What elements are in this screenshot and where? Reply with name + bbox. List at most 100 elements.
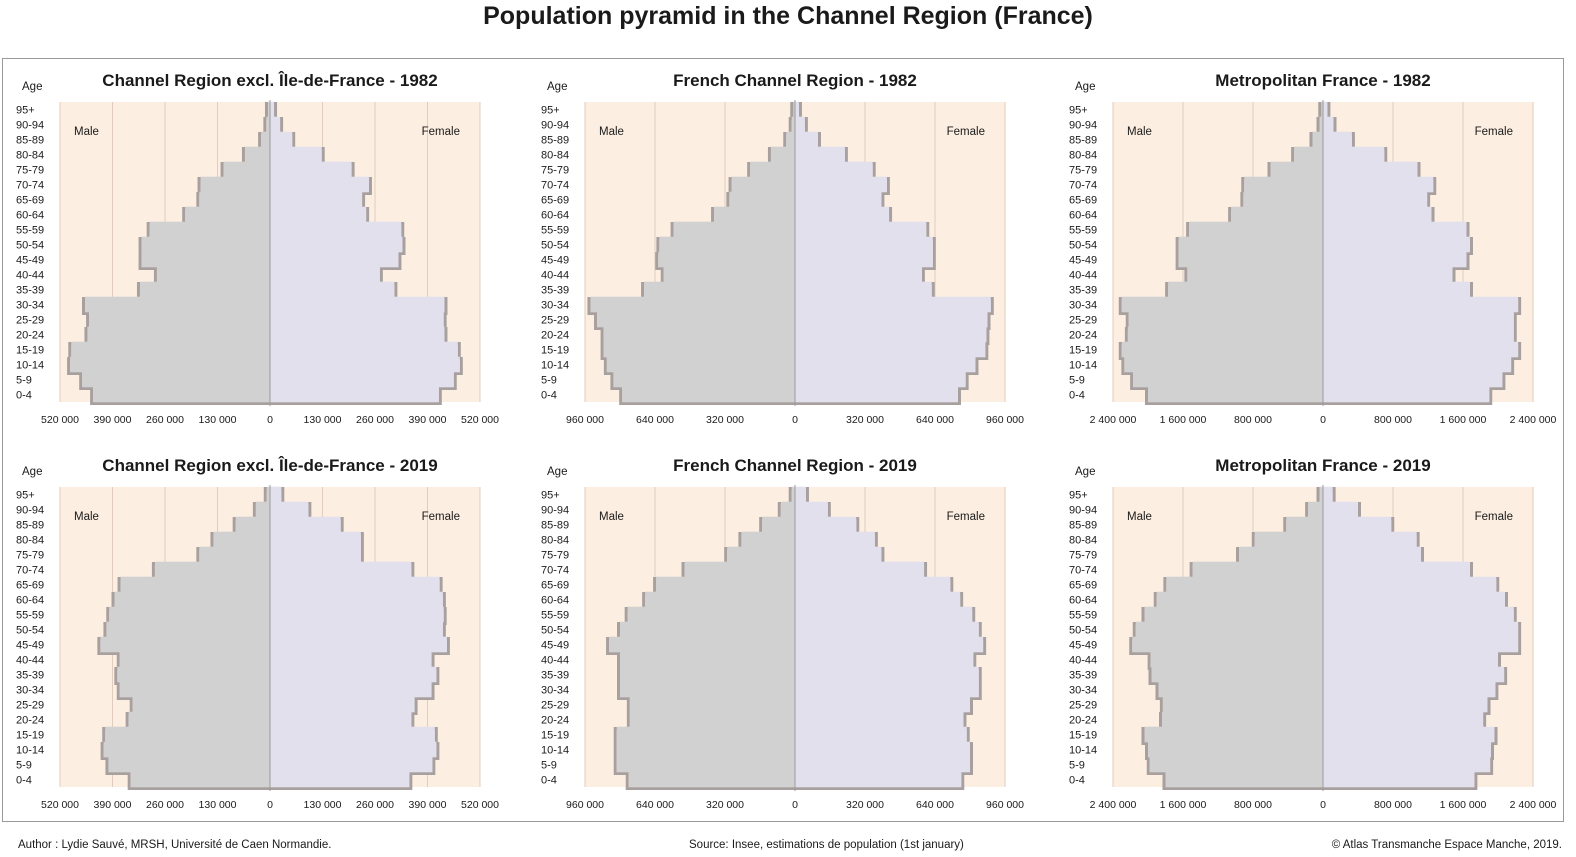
age-group-label: 40-44	[1069, 270, 1097, 282]
age-group-label: 70-74	[1069, 180, 1097, 192]
age-group-label: 65-69	[16, 580, 44, 592]
age-group-label: 5-9	[16, 760, 32, 772]
male-bar	[1187, 266, 1323, 283]
female-bar	[1323, 281, 1470, 298]
age-group-label: 75-79	[1069, 550, 1097, 562]
age-group-label: 45-49	[541, 255, 569, 267]
male-bar	[658, 251, 795, 268]
y-axis-title: Age	[22, 466, 42, 478]
male-bar	[1148, 741, 1323, 758]
x-tick-label: 390 000	[94, 799, 132, 811]
female-bar	[1323, 266, 1453, 283]
age-group-label: 75-79	[16, 165, 44, 177]
age-group-label: 95+	[16, 490, 35, 502]
female-bar	[270, 101, 275, 118]
panel-title: Channel Region excl. Île-de-France - 201…	[102, 456, 437, 475]
age-group-label: 55-59	[541, 610, 569, 622]
age-group-label: 75-79	[541, 165, 569, 177]
male-bar	[185, 206, 270, 223]
female-bar	[1323, 606, 1514, 623]
male-bar	[1192, 561, 1323, 578]
male-bar	[786, 131, 795, 148]
male-bar	[793, 101, 795, 118]
female-bar	[795, 206, 890, 223]
female-bar	[270, 191, 363, 208]
female-bar	[270, 371, 454, 388]
female-bar	[1323, 206, 1432, 223]
age-group-label: 65-69	[1069, 580, 1097, 592]
y-axis-title: Age	[547, 81, 567, 93]
age-group-label: 20-24	[1069, 715, 1097, 727]
female-bar	[795, 546, 882, 563]
age-group-label: 70-74	[16, 565, 44, 577]
male-bar	[603, 341, 795, 358]
age-group-label: 40-44	[541, 655, 569, 667]
male-bar	[132, 696, 270, 713]
male-bar	[100, 636, 270, 653]
age-group-label: 45-49	[16, 255, 44, 267]
age-group-label: 5-9	[541, 760, 557, 772]
age-group-label: 80-84	[541, 150, 569, 162]
male-bar	[1178, 251, 1323, 268]
female-label: Female	[1475, 511, 1513, 523]
male-bars-shadow	[97, 487, 270, 790]
female-bar	[1323, 191, 1428, 208]
age-group-label: 20-24	[16, 715, 44, 727]
male-bar	[1243, 191, 1323, 208]
male-bar	[628, 771, 795, 788]
x-tick-label: 1 600 000	[1160, 414, 1207, 426]
age-group-label: 95+	[541, 105, 560, 117]
age-group-label: 75-79	[1069, 165, 1097, 177]
male-bar	[673, 221, 795, 238]
female-bar	[795, 726, 967, 743]
source-credit: Source: Insee, estimations de population…	[689, 839, 964, 851]
age-group-label: 40-44	[1069, 655, 1097, 667]
female-bar	[270, 296, 445, 313]
x-tick-label: 1 600 000	[1440, 414, 1487, 426]
female-bar	[795, 386, 958, 403]
female-bar	[270, 621, 443, 638]
x-tick-label: 800 000	[1374, 799, 1412, 811]
female-label: Female	[1475, 126, 1513, 138]
male-label: Male	[599, 126, 624, 138]
age-group-label: 10-14	[1069, 360, 1097, 372]
male-bar	[620, 621, 795, 638]
female-bar	[270, 741, 437, 758]
female-bar	[1323, 116, 1334, 133]
male-bar	[1189, 221, 1323, 238]
pyramid-panel: Channel Region excl. Île-de-France - 198…	[16, 71, 499, 426]
age-group-label: 20-24	[1069, 330, 1097, 342]
male-bar	[1151, 666, 1323, 683]
age-group-label: 30-34	[16, 685, 44, 697]
male-bar	[119, 681, 271, 698]
age-group-label: 30-34	[16, 300, 44, 312]
female-label: Female	[947, 126, 985, 138]
age-group-label: 40-44	[541, 270, 569, 282]
male-bar	[1178, 236, 1323, 253]
female-bar	[795, 606, 973, 623]
female-bar	[795, 756, 970, 773]
female-bar	[270, 711, 412, 728]
x-tick-label: 2 400 000	[1090, 414, 1137, 426]
female-bars-shadow	[270, 102, 463, 405]
author-credit: Author : Lydie Sauvé, MRSH, Université d…	[18, 839, 332, 851]
x-tick-label: 640 000	[916, 799, 954, 811]
pyramid-panel: French Channel Region - 2019 Age Male Femal…	[541, 456, 1024, 811]
female-bar	[270, 356, 460, 373]
age-group-label: 95+	[1069, 105, 1088, 117]
male-bar	[1244, 176, 1323, 193]
age-group-label: 55-59	[541, 225, 569, 237]
x-tick-label: 320 000	[846, 799, 884, 811]
x-tick-label: 1 600 000	[1160, 799, 1207, 811]
female-bar	[795, 356, 976, 373]
female-bar	[795, 236, 933, 253]
female-bar	[795, 591, 961, 608]
female-bar	[795, 636, 984, 653]
y-axis-title: Age	[22, 81, 42, 93]
x-tick-label: 0	[267, 799, 273, 811]
female-bar	[1323, 666, 1505, 683]
male-bar	[620, 666, 795, 683]
x-tick-label: 0	[1320, 799, 1326, 811]
male-bar	[1121, 341, 1323, 358]
male-label: Male	[599, 511, 624, 523]
